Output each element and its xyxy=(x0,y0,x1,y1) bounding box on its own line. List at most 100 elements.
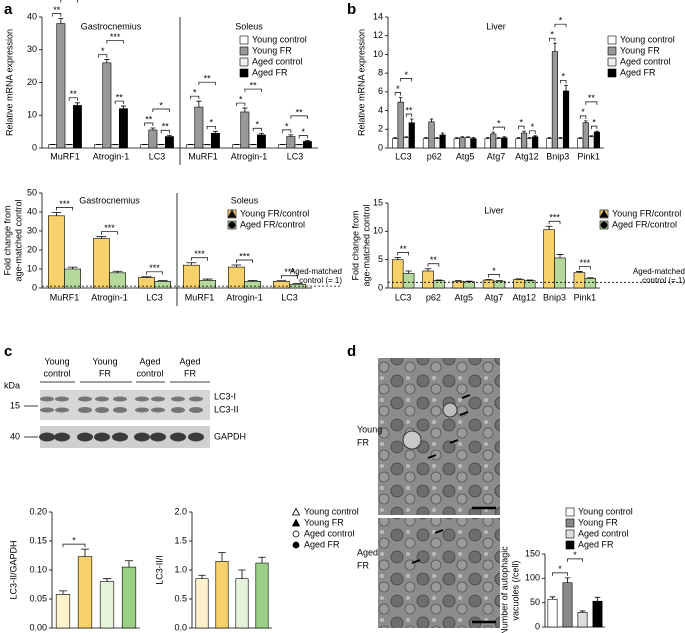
error-bar xyxy=(242,107,248,112)
bar xyxy=(64,268,82,289)
reference-label: Aged-matched xyxy=(633,267,685,276)
significance-label: *** xyxy=(149,263,160,273)
significance-bracket xyxy=(590,125,598,130)
significance-bracket xyxy=(405,113,413,117)
y-tick-label: 2.0 xyxy=(174,506,187,516)
legend-label: Aged FR xyxy=(252,67,288,77)
reference-label: Aged-matched xyxy=(290,267,342,276)
legend-label: Young FR xyxy=(578,517,618,527)
bar xyxy=(526,138,533,149)
bar xyxy=(577,138,584,149)
y-tick-label: 6 xyxy=(378,86,383,96)
significance-label: * xyxy=(592,118,596,128)
group-title: Soleus xyxy=(231,195,259,205)
y-tick-label: 1.0 xyxy=(174,564,187,574)
legend-label: Aged control xyxy=(252,56,303,66)
error-bar xyxy=(576,271,583,273)
x-tick-label: LC3 xyxy=(281,292,298,302)
x-tick-label: Atg7 xyxy=(487,151,506,161)
significance-bracket xyxy=(427,263,440,267)
bar xyxy=(148,129,158,149)
error-bar xyxy=(202,278,213,281)
micrograph xyxy=(378,358,500,515)
error-bar xyxy=(549,596,556,600)
legend-label: Young control xyxy=(620,34,675,44)
significance-label: ** xyxy=(588,93,596,103)
vacuole xyxy=(402,430,422,450)
significance-bracket xyxy=(298,135,308,139)
significance-label: *** xyxy=(59,199,70,209)
error-bar xyxy=(526,279,534,281)
y-tick-label: 150 xyxy=(525,548,540,558)
bar xyxy=(56,23,66,149)
y-tick-label: 5 xyxy=(378,254,383,264)
y-tick-label: 12 xyxy=(373,30,383,40)
significance-bracket xyxy=(60,0,78,3)
error-bar xyxy=(455,137,459,139)
bar xyxy=(459,137,466,149)
error-bar xyxy=(74,102,80,106)
significance-bracket xyxy=(68,97,78,101)
x-tick-label: Bnip3 xyxy=(546,151,569,161)
legend-marker xyxy=(292,541,300,549)
significance-bracket xyxy=(579,115,587,119)
bar xyxy=(582,122,589,149)
legend-swatch xyxy=(239,68,249,78)
bar xyxy=(47,215,65,289)
legend-swatch xyxy=(239,46,249,56)
bar xyxy=(464,137,471,149)
error-bar xyxy=(410,118,414,123)
y-tick-label: 50 xyxy=(530,597,540,607)
micrograph-label: FR xyxy=(357,560,369,570)
error-bar xyxy=(393,137,397,139)
error-bar xyxy=(96,236,107,239)
bar xyxy=(521,132,528,149)
error-bar xyxy=(465,280,473,282)
legend-label: Young control xyxy=(252,34,307,44)
blot-strip xyxy=(40,390,210,420)
bar xyxy=(302,141,312,149)
significance-label: ** xyxy=(405,105,413,115)
bar xyxy=(439,134,446,149)
significance-bracket xyxy=(290,115,308,119)
x-tick-label: Atrogin-1 xyxy=(91,292,128,302)
y-tick-label: 10 xyxy=(373,226,383,236)
bar xyxy=(562,582,573,628)
bar xyxy=(546,138,553,149)
band-label: GAPDH xyxy=(214,431,246,441)
bar xyxy=(484,138,491,149)
error-bar xyxy=(404,136,408,138)
x-tick-label: MuRF1 xyxy=(50,292,80,302)
error-bar xyxy=(231,264,242,268)
bar xyxy=(513,279,525,289)
legend-swatch xyxy=(565,507,575,517)
y-tick-label: 0.0 xyxy=(174,622,187,632)
error-bar xyxy=(533,135,537,137)
western-blot: Young control Young FR Aged control Aged… xyxy=(4,210,246,448)
significance-bracket xyxy=(152,108,170,113)
significance-label: * xyxy=(520,118,524,128)
bar xyxy=(397,101,404,149)
legend-swatch xyxy=(239,57,249,67)
error-bar xyxy=(405,270,412,274)
error-bar xyxy=(304,140,310,142)
bar xyxy=(195,578,209,629)
bar xyxy=(495,138,502,149)
error-bar xyxy=(102,578,112,582)
bar xyxy=(210,132,220,149)
error-bar xyxy=(258,556,266,564)
y-axis-label: LC3-II/GAPDH xyxy=(8,540,18,599)
bar xyxy=(72,105,82,149)
lane-label: FR xyxy=(99,368,111,378)
error-bar xyxy=(587,277,594,279)
significance-bracket xyxy=(62,543,86,548)
significance-bracket xyxy=(206,125,216,130)
y-tick-label: 2 xyxy=(378,124,383,134)
bar xyxy=(77,556,93,629)
bar xyxy=(403,137,410,149)
error-bar xyxy=(157,280,168,282)
error-bar xyxy=(486,137,490,139)
significance-label: ** xyxy=(162,122,170,132)
significance-bracket xyxy=(252,127,262,132)
bar xyxy=(551,51,559,149)
